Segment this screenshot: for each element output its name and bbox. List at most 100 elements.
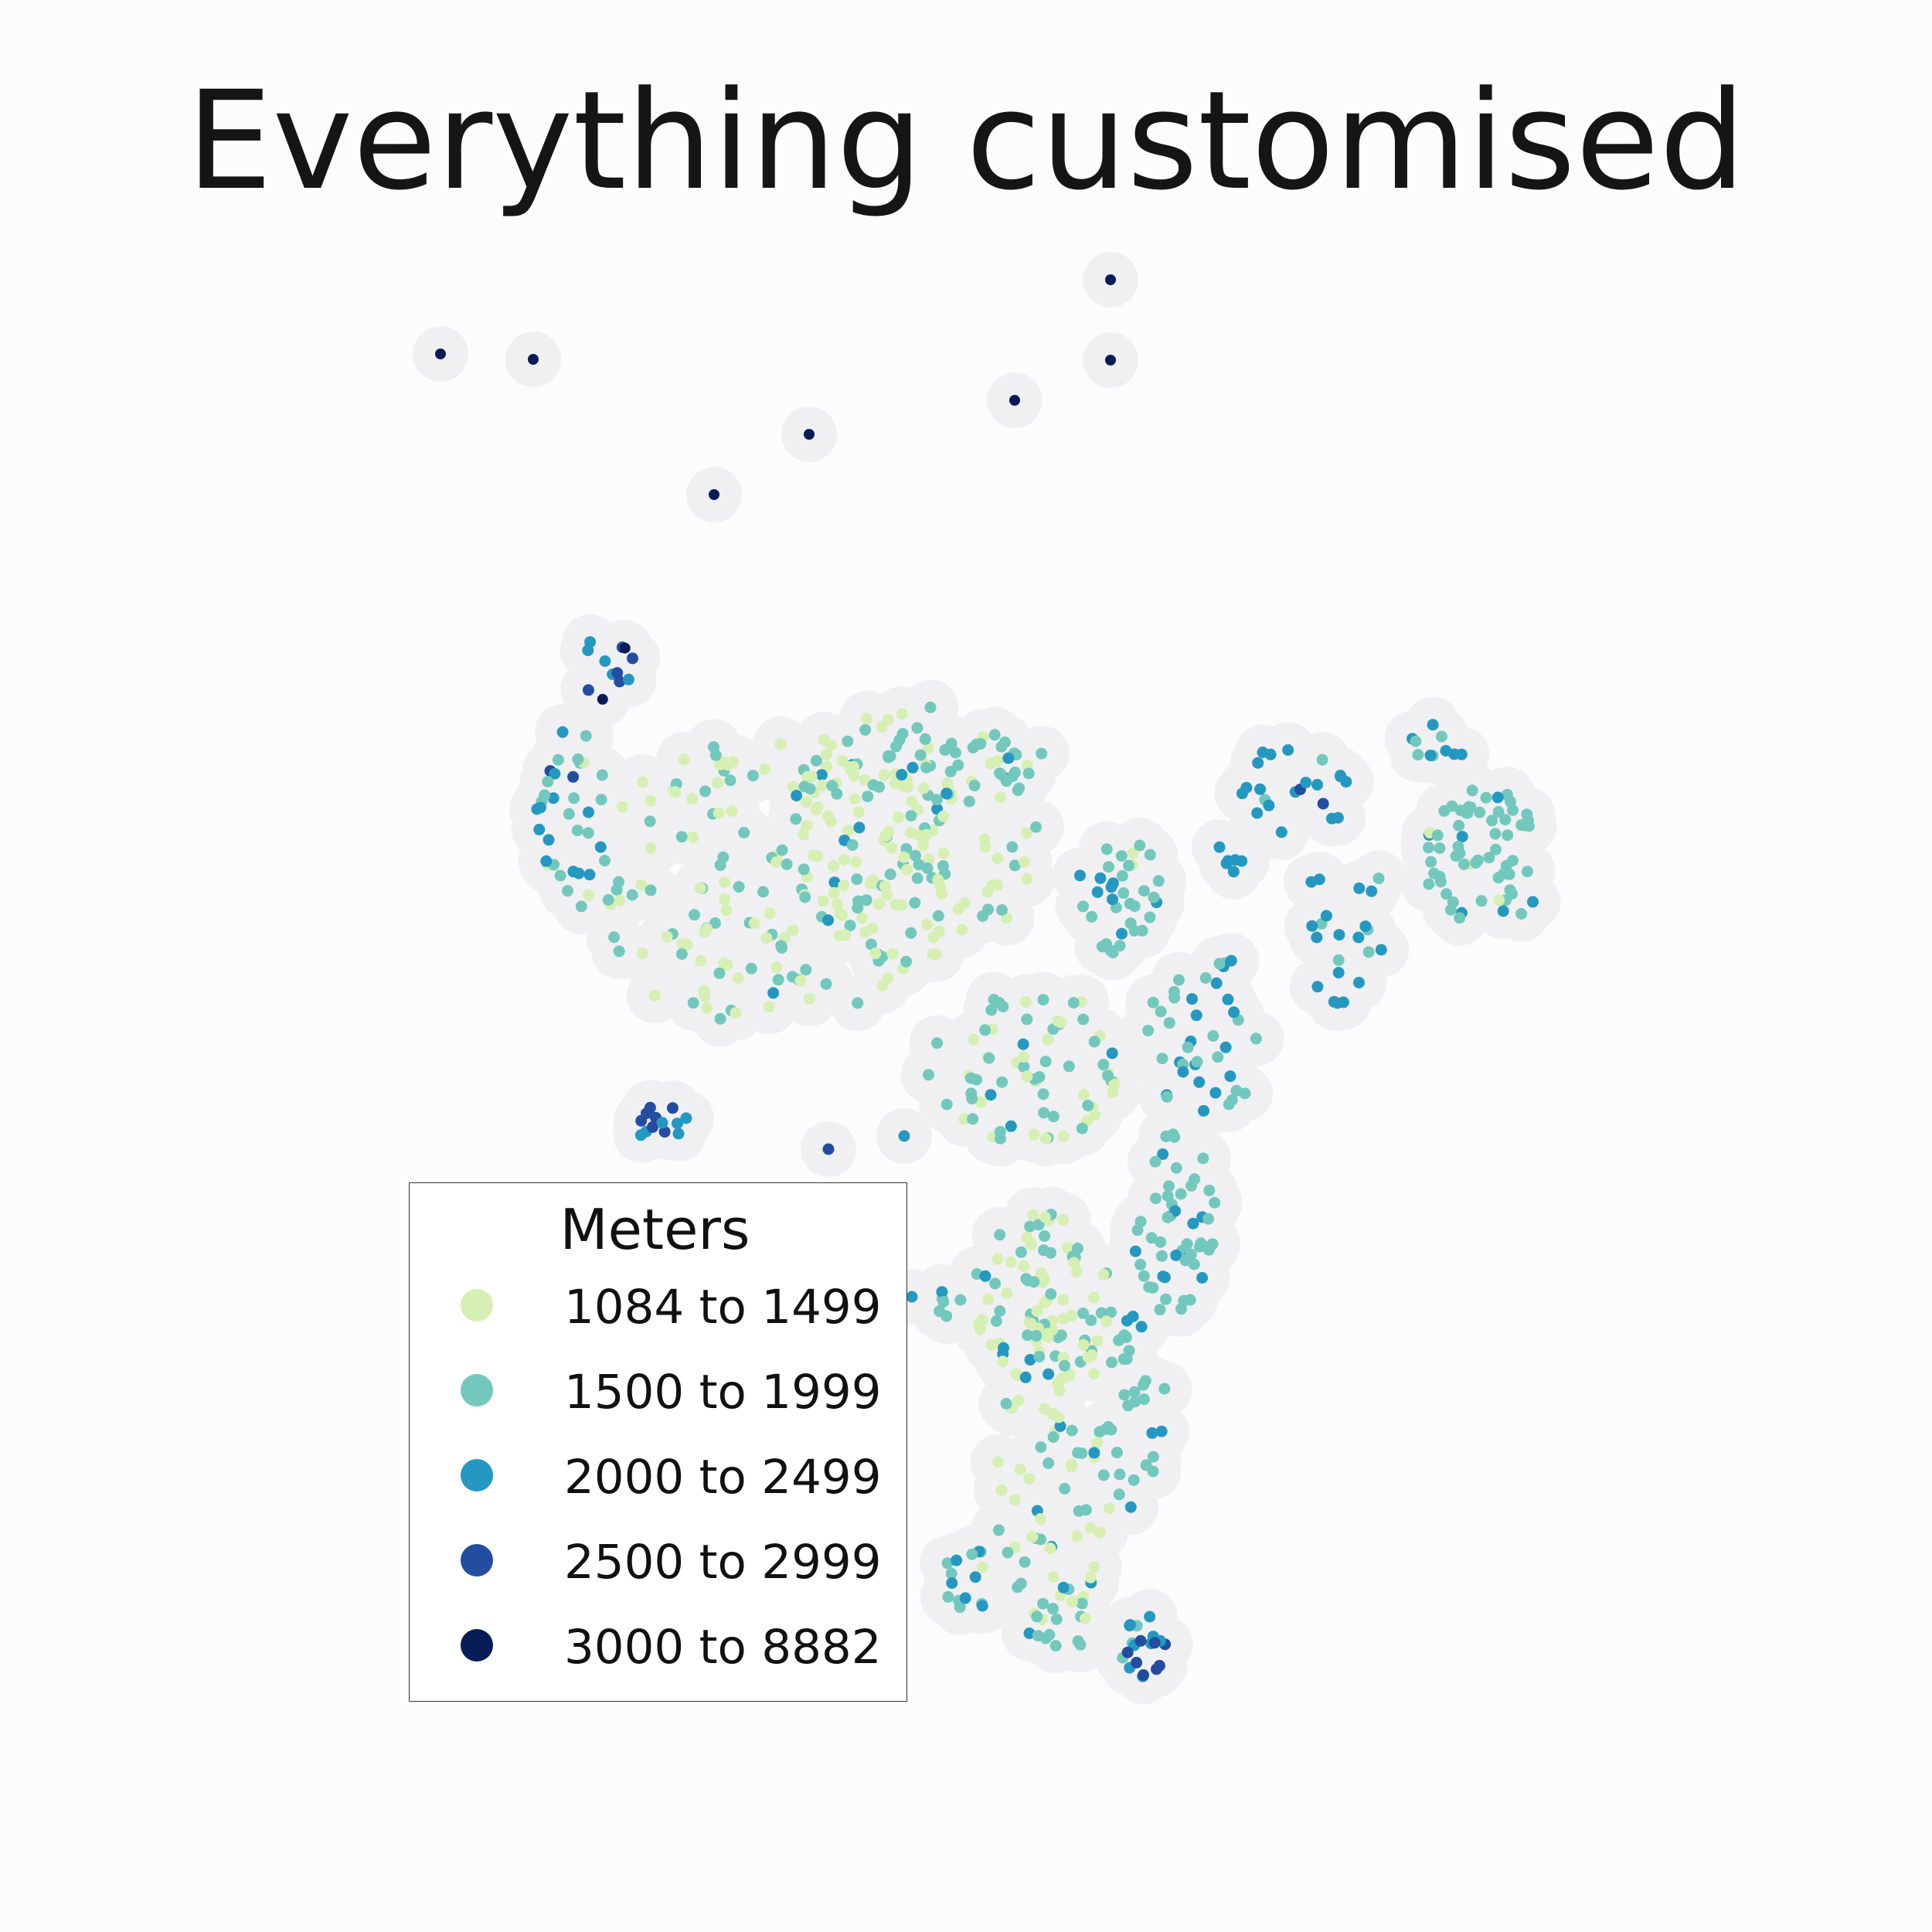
elevation-point (1036, 747, 1048, 760)
elevation-point (909, 896, 921, 909)
elevation-point (1037, 1597, 1049, 1610)
elevation-point (641, 1107, 654, 1119)
legend-item-1084-1499: 1084 to 1499 (410, 1266, 908, 1343)
elevation-point (1114, 940, 1126, 952)
elevation-point (763, 1001, 775, 1012)
elevation-point (879, 880, 891, 893)
elevation-point (1104, 1502, 1115, 1515)
elevation-point (992, 1253, 1004, 1265)
elevation-point (896, 769, 908, 781)
elevation-point (933, 925, 945, 937)
elevation-point (884, 868, 896, 880)
elevation-point (1034, 1513, 1046, 1525)
elevation-point (889, 899, 902, 911)
elevation-point (1452, 841, 1464, 852)
elevation-point (1252, 757, 1264, 769)
elevation-point (890, 740, 902, 753)
elevation-point (1521, 866, 1533, 878)
elevation-point (1019, 1556, 1031, 1568)
elevation-point (1018, 1051, 1030, 1063)
elevation-point (834, 907, 846, 920)
elevation-point (1189, 1173, 1201, 1185)
elevation-point (656, 1117, 668, 1129)
elevation-point (1134, 1216, 1147, 1228)
elevation-point (1123, 859, 1135, 872)
elevation-point (940, 1310, 953, 1322)
elevation-point (1227, 866, 1240, 878)
elevation-point (1423, 842, 1434, 854)
elevation-point (622, 673, 634, 685)
elevation-point (1224, 1070, 1236, 1083)
elevation-point (1493, 894, 1505, 906)
elevation-point (846, 838, 859, 851)
elevation-point (680, 1112, 692, 1124)
elevation-point (1022, 1329, 1034, 1342)
elevation-point (1128, 900, 1141, 913)
elevation-point (1412, 749, 1424, 761)
elevation-point (865, 938, 877, 951)
elevation-point (1209, 1087, 1222, 1099)
elevation-point (1091, 1437, 1104, 1449)
elevation-point (791, 790, 803, 801)
elevation-point (1372, 872, 1385, 885)
elevation-point (923, 853, 935, 866)
elevation-point (1179, 1254, 1192, 1267)
elevation-point (1139, 1375, 1151, 1387)
elevation-point (1431, 829, 1444, 842)
elevation-point (1161, 1090, 1173, 1103)
elevation-point (1030, 821, 1043, 833)
elevation-point (842, 735, 854, 747)
elevation-point (1254, 783, 1267, 795)
elevation-point (913, 859, 925, 871)
elevation-point (787, 924, 799, 937)
elevation-point (1009, 859, 1021, 872)
elevation-point (648, 989, 661, 1002)
elevation-point (745, 962, 757, 975)
elevation-point (597, 693, 608, 705)
elevation-point (722, 759, 734, 771)
elevation-point (1155, 1425, 1168, 1437)
elevation-point (608, 931, 621, 944)
elevation-point (852, 806, 865, 818)
elevation-point (1019, 1371, 1032, 1383)
elevation-point (1032, 1630, 1044, 1642)
elevation-point (1150, 1192, 1162, 1205)
elevation-point (1037, 1088, 1049, 1100)
elevation-point (689, 909, 700, 921)
elevation-point (1012, 1394, 1025, 1406)
elevation-point (889, 777, 902, 790)
elevation-point (1220, 857, 1233, 869)
elevation-point (1062, 1242, 1073, 1253)
elevation-point (1168, 985, 1180, 998)
elevation-point (1023, 1472, 1036, 1485)
elevation-point (1434, 842, 1446, 854)
elevation-point (435, 349, 446, 359)
elevation-point (1057, 1581, 1070, 1594)
elevation-point (1077, 1307, 1089, 1319)
elevation-point (923, 1069, 934, 1081)
elevation-point (1100, 843, 1113, 855)
elevation-point (712, 777, 724, 789)
elevation-point (562, 885, 573, 897)
elevation-point (1486, 815, 1498, 827)
elevation-point (1202, 1213, 1215, 1225)
elevation-point (1019, 995, 1032, 1008)
elevation-point (1455, 748, 1468, 760)
elevation-point (699, 990, 711, 1002)
elevation-point (1039, 1211, 1051, 1223)
elevation-point (1022, 767, 1035, 780)
elevation-point (1106, 1047, 1118, 1060)
elevation-point (1076, 1122, 1088, 1134)
elevation-point (1123, 1345, 1135, 1357)
elevation-point (1053, 1411, 1065, 1423)
elevation-point (1160, 1293, 1172, 1305)
elevation-point (1052, 1015, 1064, 1027)
elevation-point (1328, 995, 1340, 1008)
elevation-point (1191, 1056, 1203, 1068)
elevation-point (1516, 819, 1529, 832)
elevation-point (804, 783, 816, 795)
elevation-point (701, 1002, 713, 1014)
elevation-point (975, 1323, 986, 1335)
elevation-point (1088, 1036, 1100, 1048)
elevation-point (1213, 957, 1226, 970)
